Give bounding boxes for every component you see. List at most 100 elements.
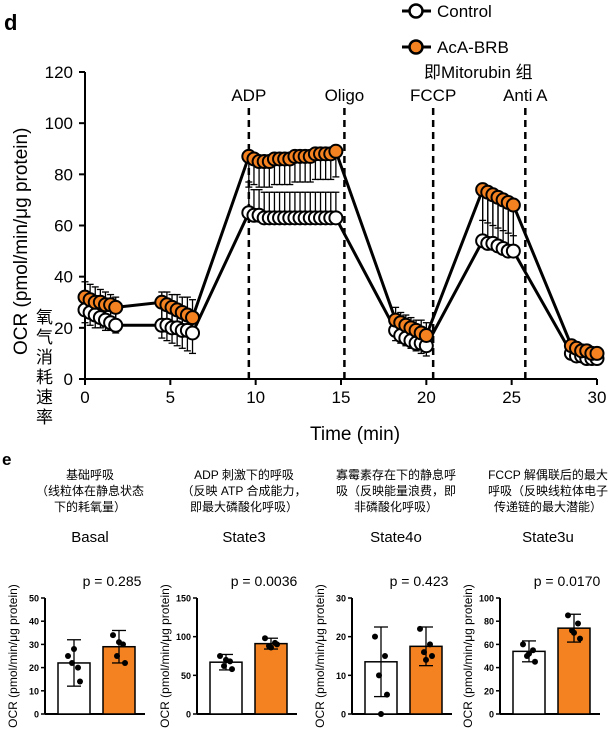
bar-data-point — [274, 641, 280, 648]
bar-data-point — [217, 653, 223, 659]
bar-data-point — [417, 625, 423, 632]
data-point — [418, 328, 434, 344]
bar-data-point — [378, 711, 384, 717]
injection-label: Oligo — [325, 86, 365, 105]
bar-data-point — [384, 691, 390, 698]
bar-data-point — [110, 632, 116, 639]
bar-data-point — [427, 641, 433, 648]
panel-description-line: ADP 刺激下的呼吸 — [194, 467, 294, 482]
panel-title: State3 — [222, 529, 265, 546]
panel-d-ylabel-cn-2: 消 — [36, 348, 53, 367]
bar-data-point — [71, 646, 77, 653]
injection-label: FCCP — [410, 86, 456, 105]
injection-label: ADP — [231, 86, 266, 105]
legend-aca-label: AcA-BRB — [437, 38, 509, 57]
x-tick-label: 10 — [246, 388, 265, 407]
y-tick-label: 40 — [54, 268, 73, 287]
x-tick-label: 20 — [417, 388, 436, 407]
data-point — [108, 317, 124, 333]
bar-data-point — [577, 635, 583, 642]
data-point — [108, 299, 124, 315]
panel-d-xlabel: Time (min) — [310, 424, 400, 445]
bar-data-point — [221, 663, 227, 670]
panel-description-line: 呼吸（反映线粒体电子 — [488, 483, 608, 498]
y-tick-label: 100 — [45, 114, 73, 133]
bar-data-point — [532, 658, 538, 665]
data-point — [328, 210, 344, 226]
panel-description-line: （反映 ATP 合成能力， — [182, 483, 307, 498]
bar-y-tick-label: 0 — [489, 710, 494, 720]
bar-y-tick-label: 40 — [484, 663, 494, 673]
bar-data-point — [122, 659, 128, 666]
panel-d-ylabel-cn-3: 耗 — [36, 368, 53, 387]
bar-y-tick-label: 50 — [29, 594, 39, 604]
bar-data-point — [376, 672, 382, 679]
panel-d-ylabel-cn-0: 氧 — [36, 308, 53, 327]
bar-y-tick-label: 0 — [341, 710, 346, 720]
panel-ylabel: OCR (pmol/min/μg protein) — [461, 584, 475, 728]
bar-data-point — [526, 650, 532, 657]
bar-y-tick-label: 20 — [29, 663, 39, 673]
legend: Control AcA-BRB 即Mitorubin 组 — [402, 2, 533, 82]
panel-ylabel: OCR (pmol/min/μg protein) — [6, 584, 20, 728]
panel-description-line: 吸（反映能量浪费，即 — [336, 483, 456, 498]
x-tick-label: 25 — [502, 388, 521, 407]
bar-data-point — [421, 649, 427, 656]
bar-y-tick-label: 30 — [336, 594, 346, 604]
bar-data-point — [382, 653, 388, 659]
bar-y-tick-label: 10 — [29, 686, 39, 696]
x-tick-label: 5 — [166, 388, 175, 407]
bar — [254, 642, 288, 715]
panel-title: State4o — [370, 529, 422, 546]
panel-d-ylabel: OCR (pmol/min/μg protein) — [11, 128, 32, 355]
bar-y-tick-label: 10 — [336, 671, 346, 681]
panel-description-line: 非磷酸化呼吸） — [354, 499, 438, 514]
legend-control-marker — [408, 3, 424, 19]
bar-data-point — [423, 656, 429, 663]
p-value: p = 0.0170 — [534, 573, 601, 589]
bar-y-tick-label: 20 — [484, 686, 494, 696]
legend-aca-label-cn: 即Mitorubin 组 — [424, 63, 533, 82]
bar-data-point — [262, 635, 268, 642]
bar-data-point — [77, 678, 83, 685]
p-value: p = 0.423 — [390, 573, 449, 589]
bar-data-point — [69, 659, 75, 666]
panel-title: Basal — [71, 529, 109, 546]
y-tick-label: 60 — [54, 217, 73, 236]
bar-y-tick-label: 100 — [176, 632, 191, 642]
bar-data-point — [65, 653, 71, 659]
bar-data-point — [75, 664, 81, 671]
bar-data-point — [530, 647, 536, 654]
bar-data-point — [520, 641, 526, 648]
data-point — [505, 197, 521, 213]
y-tick-label: 120 — [45, 63, 73, 82]
bar-y-tick-label: 50 — [181, 671, 191, 681]
data-point — [185, 310, 201, 326]
panel-description-line: 即最大磷酸化呼吸） — [190, 499, 298, 514]
panel-title: State3u — [522, 529, 574, 546]
p-value: p = 0.0036 — [231, 573, 298, 589]
bar-data-point — [429, 653, 435, 659]
data-point — [589, 345, 605, 361]
bar-data-point — [372, 633, 378, 640]
panel-d-ylabel-cn-5: 率 — [36, 408, 53, 427]
bar-y-tick-label: 100 — [479, 594, 494, 604]
panel-description-line: 下的耗氧量） — [54, 499, 126, 514]
p-value: p = 0.285 — [83, 573, 142, 589]
panel-ylabel: OCR (pmol/min/μg protein) — [158, 584, 172, 728]
panel-d-ylabel-cn: 氧 气 消 耗 速 率 — [36, 308, 53, 427]
bar-y-tick-label: 40 — [29, 617, 39, 627]
panel-description-line: （线粒体在静息状态 — [36, 483, 144, 498]
bar-y-tick-label: 60 — [484, 640, 494, 650]
data-point — [185, 325, 201, 341]
data-point — [505, 243, 521, 259]
bar-y-tick-label: 0 — [186, 710, 191, 720]
y-tick-label: 0 — [64, 370, 73, 389]
bar — [209, 661, 243, 715]
bar-data-point — [114, 653, 120, 659]
panel-description-line: 寡霉素存在下的静息呼 — [336, 467, 456, 482]
bar-data-point — [571, 629, 577, 636]
panel-d-ylabel-cn-1: 气 — [36, 328, 53, 347]
panel-d-ylabel-cn-4: 速 — [36, 388, 53, 407]
